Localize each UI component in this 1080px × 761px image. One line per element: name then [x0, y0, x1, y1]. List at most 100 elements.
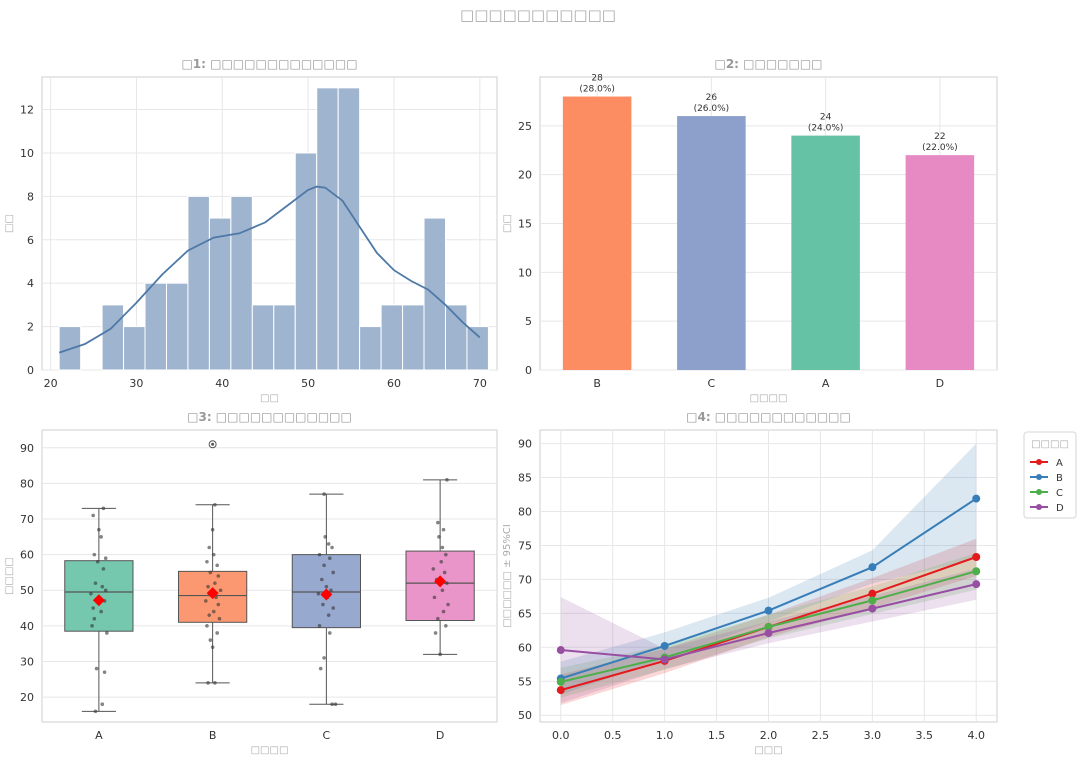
jitter-point	[317, 624, 322, 628]
x-tick-label: C	[323, 729, 331, 742]
y-tick-label: 30	[20, 655, 34, 668]
jitter-point	[432, 595, 437, 600]
x-tick-label: D	[936, 377, 944, 390]
legend-swatch-marker	[1036, 459, 1042, 465]
outlier-point-dot	[211, 442, 215, 446]
legend-label: A	[1056, 458, 1063, 469]
y-tick-label: 4	[27, 277, 34, 290]
jitter-point	[103, 588, 108, 593]
jitter-point	[320, 577, 324, 582]
ci-band-b	[560, 443, 977, 695]
x-tick-label: 3.0	[864, 729, 882, 742]
jitter-point	[91, 606, 95, 610]
jitter-point	[331, 570, 336, 575]
y-tick-label: 8	[27, 190, 34, 203]
histogram-bar	[316, 87, 339, 371]
jitter-point	[327, 556, 332, 560]
jitter-point	[433, 631, 438, 635]
x-tick-label: 1.0	[656, 729, 674, 742]
jitter-point	[437, 535, 441, 539]
series-point	[764, 622, 773, 631]
bar-percent-label: (22.0%)	[922, 143, 958, 153]
series-point	[868, 563, 877, 572]
y-tick-label: 0	[27, 364, 34, 377]
legend-label: B	[1056, 473, 1063, 484]
histogram-bar	[165, 282, 189, 371]
figure-suptitle: □□□□□□□□□□□	[460, 6, 616, 24]
histogram-bar	[423, 217, 446, 371]
series-point	[972, 567, 981, 576]
y-tick-label: 2	[27, 321, 34, 334]
jitter-point	[204, 599, 208, 603]
jitter-point	[324, 584, 329, 589]
histogram-bar	[402, 304, 425, 371]
jitter-point	[318, 666, 323, 671]
jitter-point	[207, 613, 212, 617]
y-axis-label: □□□□	[4, 557, 15, 595]
jitter-point	[216, 574, 221, 578]
x-axis-label: □□□	[754, 745, 782, 756]
x-tick-label: B	[593, 377, 601, 390]
jitter-point	[445, 581, 449, 585]
jitter-point	[333, 702, 338, 706]
legend-swatch-marker	[1036, 474, 1042, 480]
bar-b	[562, 96, 632, 371]
jitter-point	[330, 702, 334, 706]
y-tick-label: 60	[518, 641, 532, 654]
jitter-point	[441, 609, 446, 614]
series-point	[660, 655, 669, 664]
bar-value-label: 24	[820, 113, 832, 123]
y-tick-label: 70	[518, 573, 532, 586]
kde-curve	[58, 185, 481, 354]
jitter-point	[322, 563, 326, 568]
jitter-point	[326, 613, 331, 617]
jitter-point	[105, 631, 109, 635]
y-tick-label: 10	[20, 147, 34, 160]
jitter-point	[213, 681, 217, 685]
jitter-point	[215, 631, 219, 635]
jitter-point	[317, 552, 322, 557]
jitter-point	[436, 520, 440, 525]
jitter-point	[206, 681, 210, 685]
x-tick-label: C	[708, 377, 716, 390]
mean-marker	[92, 594, 105, 607]
legend-title: □□□□	[1031, 439, 1069, 450]
jitter-point	[213, 502, 217, 507]
jitter-point	[211, 609, 216, 614]
y-axis-label: □□□□□□ ± 95%CI	[502, 524, 513, 628]
series-point	[972, 552, 981, 561]
histogram-bar	[337, 87, 361, 371]
bar-a	[791, 135, 860, 370]
mean-marker	[434, 575, 447, 588]
jitter-point	[92, 552, 97, 557]
panel-title: □3: □□□□□□□□□□□□	[187, 410, 352, 424]
mean-marker	[320, 588, 333, 601]
jitter-point	[100, 584, 105, 589]
histogram-bar	[294, 152, 318, 371]
jitter-point	[207, 545, 212, 550]
jitter-point	[91, 513, 95, 518]
y-tick-label: 90	[20, 442, 34, 455]
x-tick-label: 3.5	[916, 729, 934, 742]
jitter-point	[90, 624, 94, 628]
jitter-point	[101, 506, 106, 511]
bar-value-label: 26	[706, 93, 718, 103]
bar-d	[905, 155, 975, 370]
jitter-point	[329, 588, 333, 593]
jitter-point	[93, 709, 98, 714]
jitter-point	[436, 616, 440, 621]
y-tick-label: 20	[518, 169, 532, 182]
jitter-point	[101, 567, 106, 571]
jitter-point	[205, 559, 209, 564]
y-tick-label: 80	[518, 505, 532, 518]
y-tick-label: 80	[20, 477, 34, 490]
y-tick-label: 0	[525, 364, 532, 377]
jitter-point	[326, 542, 331, 546]
panel-category-counts: 0 5 10 15 20 25 28(28.0%) B 26(26.0%) C 24(24.0%) A…	[502, 57, 998, 404]
jitter-point	[217, 616, 222, 621]
series-point	[764, 606, 773, 615]
jitter-point	[331, 606, 336, 610]
x-tick-label: 30	[129, 377, 143, 390]
mean-marker	[206, 587, 219, 600]
series-point	[556, 686, 565, 695]
